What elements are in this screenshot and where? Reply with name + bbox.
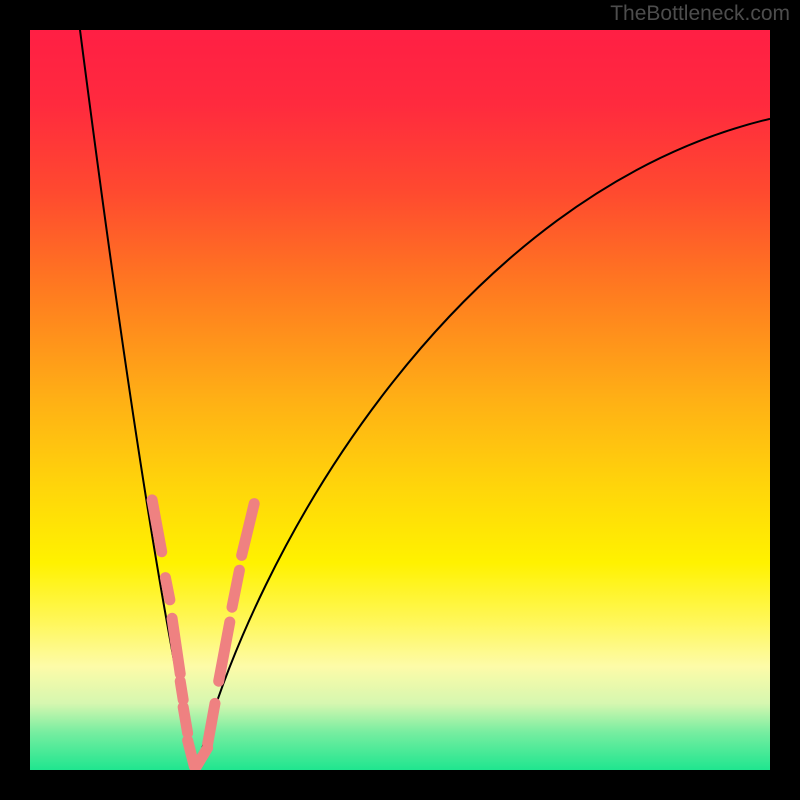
marker-capsule <box>180 681 183 700</box>
bottleneck-chart-svg <box>0 0 800 800</box>
chart-container: TheBottleneck.com <box>0 0 800 800</box>
marker-capsule <box>183 707 187 733</box>
chart-background <box>30 30 770 770</box>
watermark-text: TheBottleneck.com <box>610 2 790 26</box>
marker-capsule <box>165 578 169 600</box>
marker-capsule <box>232 570 239 607</box>
marker-capsule <box>208 703 215 744</box>
